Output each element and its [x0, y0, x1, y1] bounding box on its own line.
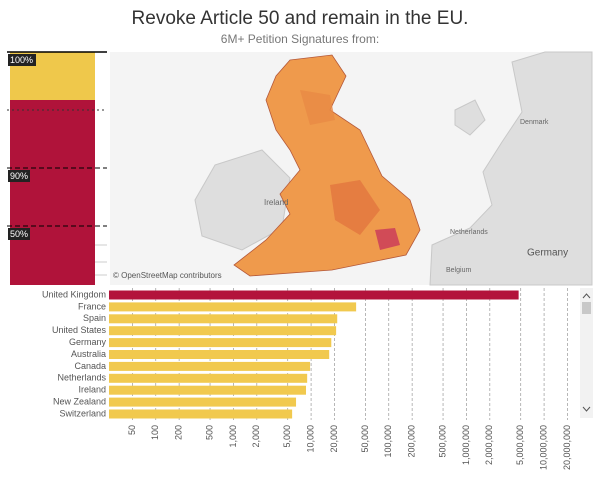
- scroll-track: [580, 288, 593, 418]
- bar: [109, 314, 338, 324]
- category-label: Switzerland: [59, 408, 106, 418]
- category-label: New Zealand: [53, 396, 106, 406]
- x-tick-label: 2,000,000: [484, 425, 494, 465]
- region-shade: [300, 90, 335, 125]
- bar: [109, 385, 307, 395]
- region-shade: [375, 228, 400, 250]
- map-label: Germany: [527, 248, 568, 259]
- map-label: Denmark: [520, 119, 549, 126]
- x-tick-label: 1,000: [228, 425, 238, 448]
- share-panel: 100% 90% 50%: [7, 51, 107, 285]
- category-label: Spain: [83, 313, 106, 323]
- category-label: United States: [52, 325, 107, 335]
- map-label: Belgium: [446, 267, 471, 274]
- x-tick-label: 500,000: [437, 425, 447, 458]
- map[interactable]: Ireland Denmark Netherlands Belgium Germ…: [110, 51, 593, 286]
- label-box: [8, 54, 36, 66]
- label-box: [8, 170, 30, 182]
- bar-chart: 50 100 200 500 1,000 2,000 5,000 10,000 20,000 50…: [42, 288, 572, 470]
- x-tick-label: 5,000: [282, 425, 292, 448]
- category-label: France: [78, 301, 106, 311]
- bar: [109, 290, 519, 300]
- share-uk: [10, 100, 95, 285]
- x-tick-label: 100: [150, 425, 160, 440]
- bar: [109, 326, 337, 336]
- ref-label: 50%: [10, 229, 28, 239]
- bar: [109, 302, 357, 312]
- ref-label: 100%: [10, 55, 33, 65]
- land-denmark-island: [454, 99, 486, 136]
- x-tick-label: 2,000: [251, 425, 261, 448]
- x-tick-label: 200: [174, 425, 184, 440]
- x-tick-label: 100,000: [383, 425, 393, 458]
- ref-label: 90%: [10, 171, 28, 181]
- scroll-down[interactable]: [582, 406, 591, 412]
- category-label: Netherlands: [57, 373, 106, 383]
- x-tick-label: 200,000: [407, 425, 417, 458]
- category-label: Ireland: [78, 385, 106, 395]
- x-tick-label: 20,000,000: [562, 425, 572, 470]
- x-tick-label: 500: [204, 425, 214, 440]
- x-tick-label: 20,000: [329, 425, 339, 453]
- category-label: Canada: [74, 361, 106, 371]
- map-label: Netherlands: [450, 229, 488, 236]
- x-tick-label: 5,000,000: [515, 425, 525, 465]
- scroll-thumb[interactable]: [582, 302, 591, 314]
- bar: [109, 373, 308, 383]
- x-tick-label: 10,000,000: [538, 425, 548, 470]
- category-label: United Kingdom: [42, 289, 106, 299]
- bar: [109, 338, 332, 348]
- x-tick-label: 50: [127, 425, 137, 435]
- land-ireland: [194, 149, 291, 251]
- land-uk: [233, 54, 421, 277]
- scrollbar[interactable]: [580, 288, 593, 418]
- land-europe: [429, 51, 593, 286]
- attribution: © OpenStreetMap contributors: [113, 271, 222, 280]
- category-label: Germany: [69, 337, 107, 347]
- map-label: Ireland: [264, 198, 288, 207]
- region-shade: [330, 180, 380, 235]
- bar: [109, 397, 297, 407]
- x-tick-label: 50,000: [360, 425, 370, 453]
- scroll-up[interactable]: [582, 293, 591, 299]
- bar: [109, 350, 330, 359]
- x-tick-label: 10,000: [305, 425, 315, 453]
- x-tick-label: 1,000,000: [461, 425, 471, 465]
- subtitle: 6M+ Petition Signatures from:: [221, 32, 379, 46]
- bar: [109, 361, 311, 371]
- title: Revoke Article 50 and remain in the EU.: [132, 8, 469, 29]
- bar: [109, 409, 293, 419]
- label-box: [8, 228, 30, 240]
- category-label: Australia: [71, 349, 106, 359]
